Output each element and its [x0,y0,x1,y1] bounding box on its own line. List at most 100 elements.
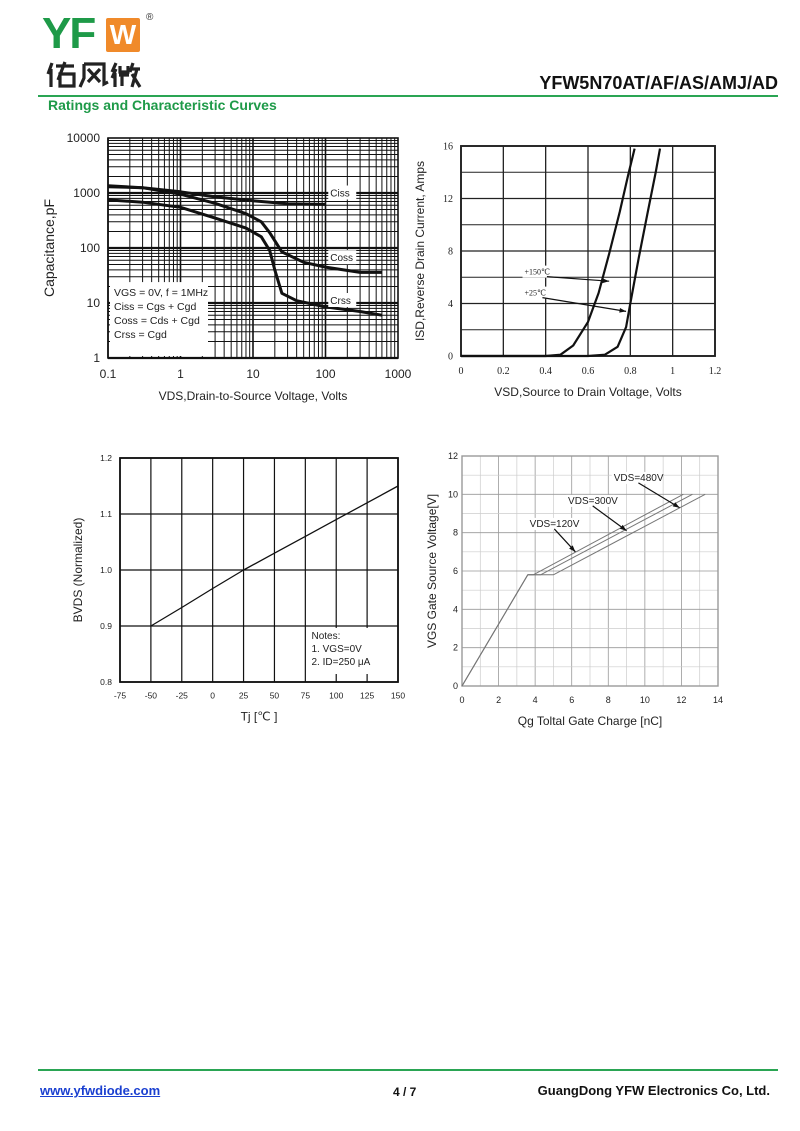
x-tick-label: 0.6 [582,366,595,377]
annotation-label: VDS=480V [614,473,664,484]
x-tick-label: 2 [496,695,501,705]
x-tick-label: 25 [239,691,249,701]
x-axis-title: Tj [℃ ] [241,710,278,724]
y-tick-label: 1.2 [100,453,112,463]
y-tick-label: 16 [443,141,453,152]
x-axis-title: VDS,Drain-to-Source Voltage, Volts [159,389,348,403]
annotation-arrow [546,276,610,282]
series-label-bg [328,293,357,307]
y-axis-title: Capacitance,pF [41,199,57,297]
series-label-bg [328,250,357,265]
y-tick-label: 4 [453,604,458,614]
chart-breakdown: -75 -50 -25 0 25 50 75 100 125 150 0.8 0.9 1.0 1.1 1.2… [71,453,405,724]
x-tick-label: 14 [713,695,723,705]
y-tick-label: 8 [453,528,458,538]
y-axis-title: VGS Gate Source Voltage[V] [425,494,439,648]
x-tick-label: 125 [360,691,374,701]
y-tick-label: 0 [448,351,453,362]
x-tick-label: -75 [114,691,127,701]
chart-body-diode: 0 0.2 0.4 0.6 0.8 1 1.2 0 4 8 12 16 VSD,Source to Dr… [413,141,721,399]
annotation-arrow [592,505,627,532]
series-line-bvds [150,485,399,627]
note-line: Notes: [312,631,341,642]
y-tick-label: 0 [453,681,458,691]
annotation-arrow [638,482,680,509]
x-tick-label: 1000 [385,367,412,381]
plot-frame [107,137,399,359]
x-tick-label: 6 [569,695,574,705]
series-line-vds480v [461,493,706,687]
website-link[interactable]: www.yfwdiode.com [40,1083,161,1098]
x-tick-label: 150 [391,691,405,701]
x-tick-label: 8 [606,695,611,705]
x-tick-label: 0.2 [497,366,510,377]
legend-line: Coss = Cds + Cgd [114,315,200,327]
x-tick-label: 0 [459,695,464,705]
y-axis-title: BVDS (Normalized) [71,518,85,623]
y-tick-label: 1.0 [100,565,112,575]
legend-box [110,282,208,356]
brand-logo: YF W ® [42,12,162,92]
arrow-head-icon [569,545,576,552]
legend-line: Ciss = Cgs + Cgd [114,301,196,313]
logo-box-letter: W [106,18,140,52]
x-tick-label: 1 [177,367,184,381]
series-line-coss [107,184,382,274]
y-tick-label: 1 [93,351,100,365]
annotation-bg [566,494,615,507]
x-axis-title: Qg Toltal Gate Charge [nC] [518,714,663,728]
y-tick-label: 2 [453,643,458,653]
registered-mark: ® [146,12,154,23]
series-label: Ciss [330,189,349,200]
x-tick-label: 100 [315,367,335,381]
arrow-head-icon [672,502,680,508]
series-line-150 [461,148,636,358]
y-tick-label: 0.8 [100,677,112,687]
legend-line: Crss = Cgd [114,329,167,341]
note-line: 2. ID=250 μA [312,657,371,668]
x-tick-label: 75 [301,691,311,701]
annotation-bg [611,471,661,484]
x-tick-label: 0 [459,366,464,377]
annotation-bg [522,286,549,299]
y-tick-label: 6 [453,566,458,576]
x-tick-label: 0.1 [100,367,117,381]
series-label: Crss [330,296,351,307]
notes-box [309,628,392,674]
section-title: Ratings and Characteristic Curves [48,97,277,113]
x-tick-label: -25 [176,691,189,701]
y-tick-label: 1.1 [100,509,112,519]
x-tick-label: 0.8 [624,366,637,377]
y-tick-label: 12 [448,451,458,461]
annotation-bg [522,265,555,278]
y-tick-label: 10 [87,296,101,310]
y-tick-label: 1000 [73,186,100,200]
y-tick-label: 0.9 [100,621,112,631]
annotation-label: +25℃ [525,289,547,298]
x-tick-label: 4 [533,695,538,705]
x-tick-label: -50 [145,691,158,701]
annotation-label: +150℃ [525,268,551,277]
chart-gate-charge: 0 2 4 6 8 10 12 14 0 2 4 6 8 10 12 Qg Toltal Gate Charg… [425,451,723,728]
logo-chinese-wordmark [46,61,142,88]
y-tick-label: 10000 [67,131,101,145]
x-tick-label: 10 [640,695,650,705]
x-axis-title: VSD,Source to Drain Voltage, Volts [494,385,681,399]
x-tick-label: 100 [329,691,343,701]
y-tick-label: 12 [443,194,453,205]
plot-frame [461,455,719,687]
arrow-head-icon [619,307,627,313]
x-tick-label: 12 [676,695,686,705]
logo-text: YF [42,9,96,58]
y-tick-label: 100 [80,241,100,255]
plot-frame [119,457,399,683]
footer-divider [38,1069,778,1071]
x-tick-label: 0 [210,691,215,701]
series-line-25 [461,148,662,358]
x-tick-label: 10 [246,367,260,381]
y-tick-label: 10 [448,489,458,499]
chart-capacitance: VGS = 0V, f = 1MHz Ciss = Cgs + Cgd Coss =… [41,131,412,403]
annotation-label: VDS=300V [568,496,618,507]
arrow-head-icon [602,278,610,284]
